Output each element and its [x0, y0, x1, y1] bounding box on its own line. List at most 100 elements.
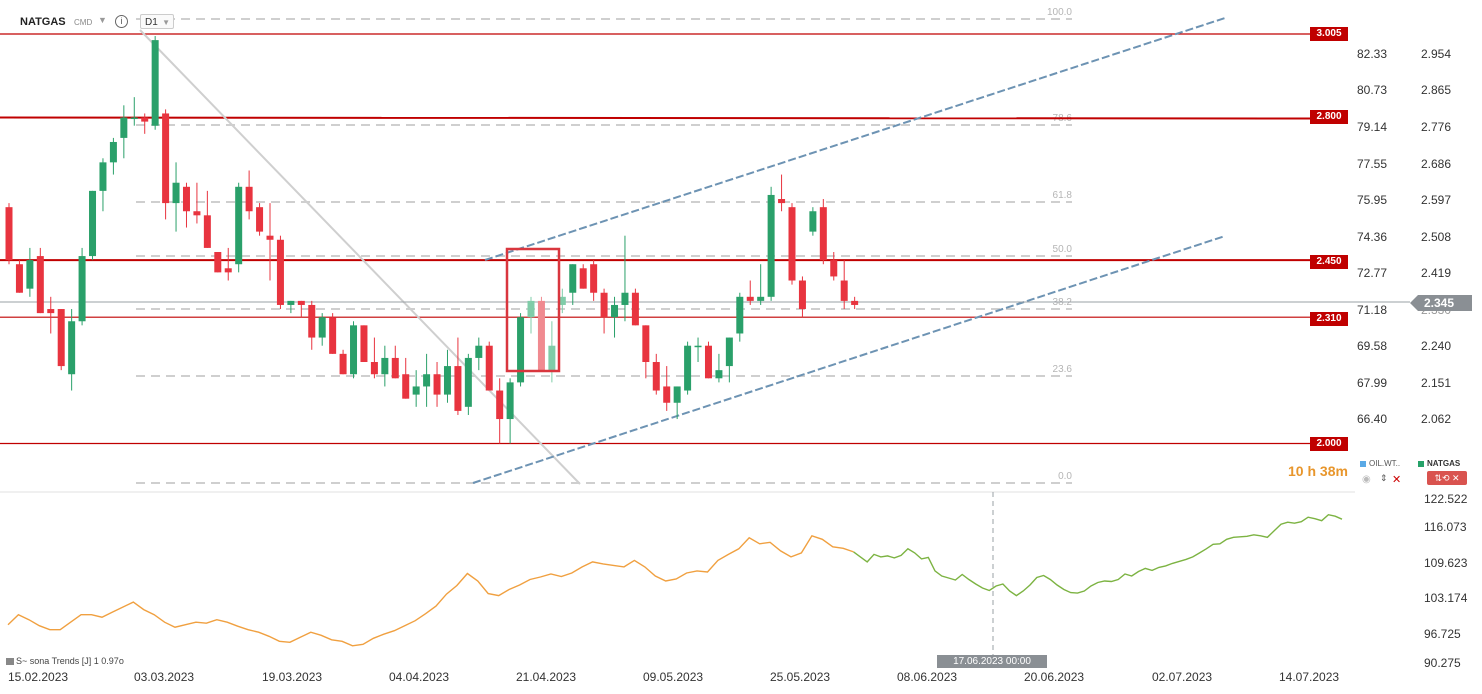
candle-body: [297, 300, 305, 305]
candle-body: [350, 325, 358, 375]
candle-body: [527, 300, 535, 318]
chevron-down-icon[interactable]: ▼: [98, 15, 107, 25]
candlestick-series: [5, 36, 859, 444]
candle-body: [57, 309, 65, 367]
sort-icon[interactable]: ⇕: [1380, 473, 1388, 483]
candle-body: [26, 260, 34, 289]
date-label: 15.02.2023: [8, 670, 69, 684]
left-axis-label: 66.40: [1357, 412, 1388, 426]
candle-body: [830, 260, 838, 277]
candle-body: [68, 321, 76, 375]
candle-body: [381, 357, 389, 375]
level-label-3005[interactable]: 3.005: [1310, 27, 1348, 41]
legend-natgas-label: NATGAS: [1427, 459, 1461, 468]
date-label: 21.04.2023: [516, 670, 577, 684]
date-label: 09.05.2023: [643, 670, 704, 684]
candle-body: [151, 40, 159, 126]
candle-body: [506, 382, 514, 420]
candle-body: [778, 199, 786, 204]
channel-upper-line[interactable]: [484, 17, 1226, 261]
candle-body: [725, 337, 733, 367]
candle-body: [788, 207, 796, 281]
candle-body: [36, 256, 44, 314]
close-icon[interactable]: ✕: [1392, 474, 1402, 486]
fibonacci-retracement[interactable]: 100.078.661.850.038.223.60.0: [136, 7, 1073, 484]
candle-body: [47, 309, 55, 314]
candle-body: [308, 304, 316, 338]
indicator-legend-text: S~ sona Trends [J] 1 0.97o: [16, 656, 124, 666]
candle-body: [276, 239, 284, 305]
horizontal-levels[interactable]: [0, 33, 1311, 445]
indicator-axis-label: 122.522: [1424, 492, 1468, 506]
chart-toolbar: NATGAS CMD ▼ i D1 ▼: [0, 0, 600, 34]
info-icon[interactable]: i: [115, 15, 128, 28]
candle-body: [569, 264, 577, 293]
right-axis-label: 2.062: [1421, 412, 1452, 426]
candle-body: [15, 264, 23, 293]
candle-body: [193, 211, 201, 216]
candle-body: [579, 268, 587, 289]
candle-body: [642, 325, 650, 363]
candle-body: [464, 357, 472, 407]
fib-label: 0.0: [1058, 471, 1072, 482]
fib-label: 61.8: [1053, 190, 1073, 201]
candle-body: [141, 117, 149, 122]
left-axis-label: 74.36: [1357, 230, 1388, 244]
candle-body: [318, 317, 326, 338]
date-label: 25.05.2023: [770, 670, 831, 684]
natgas-series-line: [853, 513, 1343, 597]
left-axis-label: 67.99: [1357, 376, 1388, 390]
eye-icon[interactable]: ◉: [1362, 474, 1371, 485]
date-label: 20.06.2023: [1024, 670, 1085, 684]
left-axis-label: 72.77: [1357, 266, 1388, 280]
candle-body: [757, 296, 765, 301]
indicator-legend[interactable]: S~ sona Trends [J] 1 0.97o: [6, 656, 124, 666]
highlight-box[interactable]: [505, 247, 561, 373]
indicator-icon: [6, 658, 14, 666]
candle-body: [120, 117, 128, 138]
candle-body: [454, 366, 462, 411]
candle-body: [130, 117, 138, 120]
candle-body: [840, 280, 848, 301]
level-label-2800[interactable]: 2.800: [1310, 110, 1348, 124]
candle-body: [266, 235, 274, 240]
candle-body: [631, 292, 639, 326]
candle-body: [433, 374, 441, 395]
timeframe-select[interactable]: D1 ▼: [140, 14, 174, 29]
date-label: 04.04.2023: [389, 670, 450, 684]
candle-body: [245, 186, 253, 212]
right-axis-label: 2.865: [1421, 83, 1452, 97]
right-axis-label: 2.776: [1421, 120, 1452, 134]
right-axis-label: 2.508: [1421, 230, 1452, 244]
date-label: 19.03.2023: [262, 670, 323, 684]
indicator-axis-label: 103.174: [1424, 591, 1468, 605]
candle-body: [360, 325, 368, 363]
candle-body: [162, 113, 170, 204]
left-axis-label: 69.58: [1357, 339, 1388, 353]
series-toggle-button[interactable]: ⇅⟲ ✕: [1427, 471, 1467, 485]
legend-oil[interactable]: OIL.WT..: [1360, 459, 1400, 468]
candle-body: [423, 374, 431, 387]
fib-label: 50.0: [1053, 244, 1073, 255]
candle-body: [809, 211, 817, 232]
level-label-2000[interactable]: 2.000: [1310, 437, 1348, 451]
candle-body: [339, 353, 347, 375]
candle-body: [5, 207, 13, 261]
level-label-2450[interactable]: 2.450: [1310, 255, 1348, 269]
candle-body: [235, 186, 243, 265]
left-axis-label: 79.14: [1357, 120, 1388, 134]
candle-body: [172, 182, 180, 204]
legend-natgas[interactable]: NATGAS: [1418, 459, 1460, 468]
legend-color-natgas: [1418, 460, 1424, 467]
indicator-axis-label: 116.073: [1424, 520, 1467, 534]
level-label-2310[interactable]: 2.310: [1310, 312, 1348, 326]
candle-body: [256, 207, 264, 232]
right-axis-label: 2.954: [1421, 47, 1452, 61]
indicator-axis-label: 90.275: [1424, 656, 1461, 670]
candle-body: [537, 300, 545, 371]
symbol-label[interactable]: NATGAS: [20, 16, 66, 28]
candle-body: [663, 386, 671, 403]
indicator-axis-label: 96.725: [1424, 627, 1461, 641]
right-axis-label: 2.240: [1421, 339, 1452, 353]
